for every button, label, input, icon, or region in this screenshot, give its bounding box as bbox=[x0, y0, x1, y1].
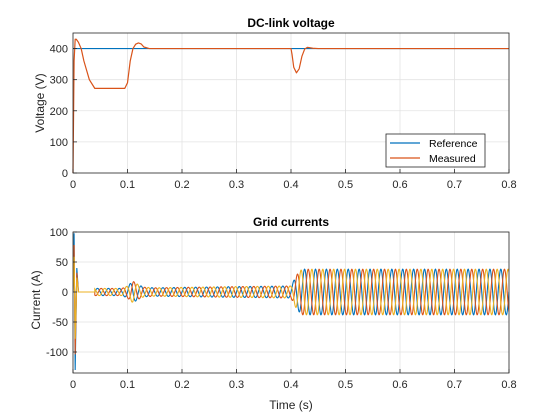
voltage-x-ticks: 0 0.1 0.2 0.3 0.4 0.5 0.6 0.7 0.8 bbox=[70, 169, 517, 191]
y-tick-label: -50 bbox=[52, 317, 68, 329]
y-tick-label: 400 bbox=[50, 44, 68, 56]
voltage-chart-title: DC-link voltage bbox=[247, 16, 335, 30]
x-tick-label: 0 bbox=[70, 379, 76, 391]
voltage-legend: Reference Measured bbox=[385, 133, 486, 168]
x-tick-label: 0.3 bbox=[229, 179, 244, 191]
x-tick-label: 0.1 bbox=[120, 379, 135, 391]
y-tick-label: 100 bbox=[50, 227, 68, 239]
y-tick-label: 200 bbox=[50, 106, 68, 118]
voltage-y-axis-label: Voltage (V) bbox=[33, 73, 47, 132]
y-tick-label: 0 bbox=[62, 287, 68, 299]
x-tick-label: 0.8 bbox=[501, 379, 516, 391]
current-y-axis-label: Current (A) bbox=[29, 270, 43, 329]
x-tick-label: 0.4 bbox=[283, 179, 298, 191]
current-phase-line bbox=[73, 256, 509, 339]
x-tick-label: 0.3 bbox=[229, 379, 244, 391]
y-tick-label: 0 bbox=[62, 168, 68, 180]
x-tick-label: 0.2 bbox=[174, 179, 189, 191]
x-tick-label: 0.1 bbox=[120, 179, 135, 191]
y-tick-label: 50 bbox=[56, 257, 68, 269]
current-chart-title: Grid currents bbox=[253, 215, 329, 229]
current-x-axis-label: Time (s) bbox=[269, 398, 313, 412]
voltage-y-ticks: 0 100 200 300 400 bbox=[50, 44, 77, 180]
current-series bbox=[73, 233, 509, 371]
legend-box bbox=[385, 133, 486, 168]
legend-label-measured: Measured bbox=[429, 153, 476, 165]
current-phase-line bbox=[73, 244, 509, 355]
legend-label-reference: Reference bbox=[429, 138, 478, 150]
x-tick-label: 0.4 bbox=[283, 379, 298, 391]
current-x-ticks: 0 0.1 0.2 0.3 0.4 0.5 0.6 0.7 0.8 bbox=[70, 369, 517, 391]
x-tick-label: 0.7 bbox=[447, 179, 462, 191]
voltage-panel: DC-link voltage 0 0.1 0.2 0.3 0.4 0.5 0.6 0.7 0.… bbox=[33, 16, 517, 191]
x-tick-label: 0.5 bbox=[338, 379, 353, 391]
x-tick-label: 0.8 bbox=[501, 179, 516, 191]
y-tick-label: -100 bbox=[46, 347, 68, 359]
current-panel: Grid currents 0 0.1 0.2 0.3 0.4 0.5 0.6 0.7 0.8 … bbox=[29, 215, 517, 412]
y-tick-label: 100 bbox=[50, 137, 68, 149]
x-tick-label: 0 bbox=[70, 179, 76, 191]
x-tick-label: 0.7 bbox=[447, 379, 462, 391]
x-tick-label: 0.6 bbox=[392, 379, 407, 391]
x-tick-label: 0.2 bbox=[174, 379, 189, 391]
series-line-measured bbox=[72, 38, 509, 174]
x-tick-label: 0.5 bbox=[338, 179, 353, 191]
x-tick-label: 0.6 bbox=[392, 179, 407, 191]
current-y-ticks: -100 -50 0 50 100 bbox=[46, 227, 77, 359]
y-tick-label: 300 bbox=[50, 75, 68, 87]
